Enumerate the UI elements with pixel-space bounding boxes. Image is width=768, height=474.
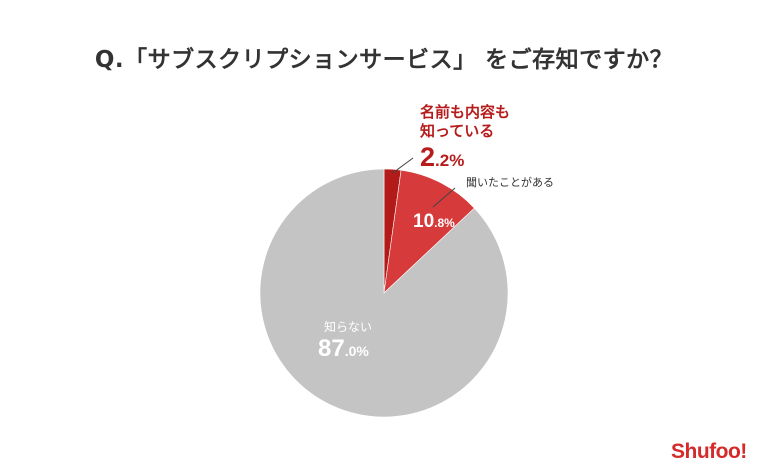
chart-title: Q.「サブスクリプションサービス」 をご存知ですか？ — [94, 47, 674, 73]
value-label-series-1: 2.2% — [420, 142, 464, 172]
shufoo-logo: Shufoo! — [671, 440, 747, 463]
value-label-series-3: 87.0% — [318, 335, 369, 362]
leader-line-series-2 — [432, 187, 456, 208]
pie-slice-2 — [383, 169, 475, 294]
label-series-1-line-1: 名前も内容も — [420, 103, 510, 121]
label-series-3: 知らない — [324, 320, 372, 334]
label-series-2: 聞いたことがある — [466, 175, 554, 189]
label-series-1-line-2: 知っている — [420, 122, 494, 140]
leader-line-series-1 — [392, 157, 414, 174]
pie-slice-3 — [259, 168, 509, 418]
value-label-series-2: 10.8% — [413, 211, 455, 232]
